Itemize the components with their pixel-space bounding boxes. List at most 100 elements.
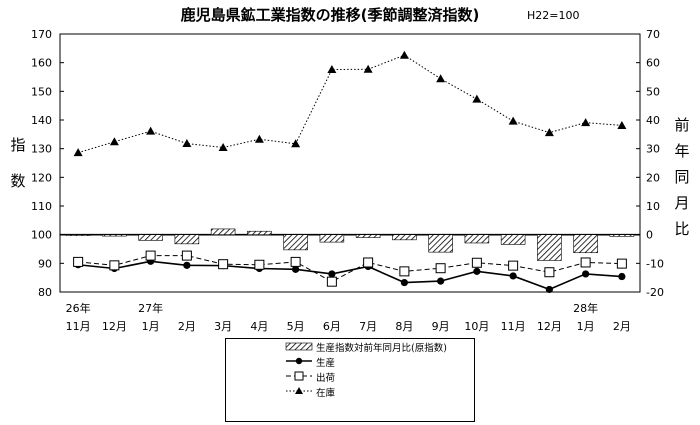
production-point <box>183 261 191 269</box>
right-tick-label: 70 <box>646 28 660 41</box>
plot-frame <box>59 33 641 293</box>
x-tick-label: 11月 <box>66 320 91 333</box>
shipments-point <box>290 256 301 267</box>
inventory-line <box>77 54 622 154</box>
right-tick-label: 0 <box>646 229 653 242</box>
left-tick-label: 120 <box>31 171 52 184</box>
shipments-point <box>254 259 265 270</box>
inventory-point <box>363 64 373 73</box>
shipments-point <box>508 260 519 271</box>
yoy-bar <box>65 234 91 236</box>
inventory-point <box>73 148 83 157</box>
x-year-label: 26年 <box>66 301 91 315</box>
left-tick-label: 130 <box>31 143 52 156</box>
shipments-point <box>145 250 156 261</box>
left-tick-label: 90 <box>38 257 52 270</box>
chart-title: 鹿児島県鉱工業指数の推移(季節調整済指数) <box>181 6 480 24</box>
shipments-point <box>73 256 84 267</box>
yoy-bar <box>609 234 635 237</box>
shipments-point <box>218 259 229 270</box>
yoy-bar <box>392 234 417 241</box>
x-tick-label: 1月 <box>142 320 160 333</box>
left-axis-label-2: 数 <box>10 172 25 190</box>
left-tick-label: 170 <box>31 28 52 41</box>
legend-graphics <box>285 342 313 394</box>
inventory-point <box>399 50 409 59</box>
production-point <box>328 270 336 278</box>
yoy-bar <box>500 234 526 245</box>
shipments-point <box>326 276 337 287</box>
right-tick-label: -10 <box>646 257 664 270</box>
x-tick-label: 2月 <box>613 320 631 333</box>
shipments-point <box>363 257 374 268</box>
left-tick-label: 140 <box>31 114 52 127</box>
right-axis-label-1: 前 <box>674 116 689 134</box>
inventory-point <box>218 143 228 152</box>
inventory-point <box>472 94 482 103</box>
shipments-point <box>399 266 410 277</box>
shipments-point <box>616 258 627 269</box>
x-tick-label: 6月 <box>323 320 341 333</box>
inventory-point <box>436 74 446 83</box>
inventory-point <box>291 139 301 148</box>
yoy-bar <box>102 234 127 237</box>
yoy-bar <box>355 234 381 238</box>
yoy-bar <box>464 234 490 244</box>
left-tick-label: 80 <box>38 286 52 299</box>
inventory-point <box>109 137 119 146</box>
production-point <box>618 272 626 281</box>
production-point <box>292 265 300 273</box>
shipments-point <box>471 257 482 268</box>
legend-shipments-marker <box>294 371 304 381</box>
x-tick-label: 8月 <box>395 320 413 333</box>
x-tick-label: 12月 <box>537 320 562 333</box>
x-tick-label: 10月 <box>464 320 489 333</box>
legend-production-label: 生産 <box>316 358 336 369</box>
shipments-line <box>78 255 622 283</box>
x-tick-label: 2月 <box>178 320 196 333</box>
left-tick-label: 160 <box>31 57 52 70</box>
right-tick-label: 60 <box>646 57 660 70</box>
yoy-bar <box>138 234 163 241</box>
inventory-point <box>182 139 192 148</box>
shipments-point <box>181 250 192 261</box>
yoy-bar <box>210 228 236 235</box>
production-point <box>400 278 408 287</box>
right-tick-label: -20 <box>646 286 664 299</box>
inventory-point <box>254 134 264 143</box>
yoy-bar <box>428 234 453 253</box>
right-axis-label-3: 同 <box>674 168 689 186</box>
x-tick-label: 5月 <box>287 320 305 333</box>
x-tick-label: 9月 <box>432 320 450 333</box>
shipments-point <box>544 267 555 278</box>
right-tick-label: 50 <box>646 85 660 98</box>
production-point <box>582 270 590 278</box>
right-tick-label: 30 <box>646 143 660 156</box>
production-line <box>78 260 622 291</box>
left-tick-label: 110 <box>31 200 52 213</box>
right-tick-label: 10 <box>646 200 660 213</box>
left-tick-label: 150 <box>31 85 52 98</box>
x-tick-label: 3月 <box>214 320 232 333</box>
left-tick-label: 100 <box>31 229 52 242</box>
base-note: H22=100 <box>527 9 579 22</box>
x-tick-label: 1月 <box>577 320 595 333</box>
shipments-point <box>435 263 446 274</box>
legend-production-marker <box>295 357 303 365</box>
inventory-point <box>146 126 156 135</box>
yoy-bar <box>174 234 200 245</box>
legend-bar-label: 生産指数対前年同月比(原指数) <box>316 343 447 354</box>
shipments-point <box>109 260 120 271</box>
inventory-point <box>508 116 518 125</box>
shipments-point <box>580 257 591 268</box>
production-point <box>473 267 481 275</box>
x-year-label: 27年 <box>138 301 163 315</box>
production-point <box>545 285 553 294</box>
right-axis-label-4: 月 <box>674 194 689 212</box>
legend-inventory-marker <box>295 387 303 394</box>
x-tick-label: 12月 <box>102 320 127 333</box>
right-tick-label: 20 <box>646 171 660 184</box>
x-tick-label: 4月 <box>250 320 268 333</box>
production-point <box>437 277 445 285</box>
